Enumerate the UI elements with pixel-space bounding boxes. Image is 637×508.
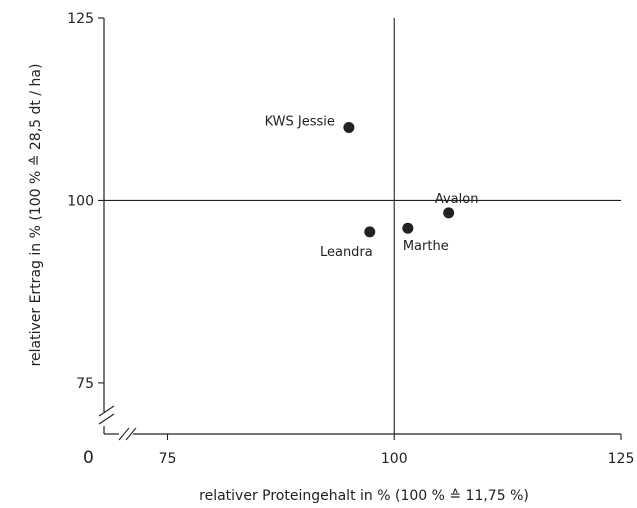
x-tick-label: 100 bbox=[381, 451, 408, 467]
data-point bbox=[343, 121, 355, 133]
origin-label: 0 bbox=[83, 448, 94, 468]
x-axis-title: relativer Proteingehalt in % (100 % ≙ 11… bbox=[199, 488, 529, 504]
x-tick-label: 125 bbox=[608, 451, 635, 467]
point-label: Avalon bbox=[435, 192, 479, 207]
y-axis-title: relativer Ertrag in % (100 % ≙ 28,5 dt /… bbox=[28, 64, 44, 367]
x-axis-break-mark bbox=[125, 427, 137, 441]
point-labels: KWS Jessie Avalon Marthe Leandra bbox=[265, 114, 479, 259]
y-tick-label: 75 bbox=[76, 376, 94, 392]
point-label: Marthe bbox=[403, 239, 449, 254]
y-tick-label: 125 bbox=[67, 11, 94, 27]
y-axis-break-mark bbox=[98, 405, 115, 417]
reference-lines bbox=[104, 18, 621, 434]
data-point bbox=[364, 226, 376, 238]
tick-marks: 75 100 125 75 100 125 bbox=[67, 11, 634, 467]
point-label: Leandra bbox=[320, 245, 373, 260]
data-point bbox=[443, 207, 455, 219]
axes bbox=[98, 18, 621, 441]
x-axis-break-mark bbox=[118, 427, 130, 441]
x-tick-label: 75 bbox=[159, 451, 177, 467]
y-tick-label: 100 bbox=[67, 193, 94, 209]
data-point bbox=[402, 222, 414, 234]
data-points bbox=[343, 121, 455, 238]
y-axis-break-mark bbox=[98, 413, 115, 425]
point-label: KWS Jessie bbox=[265, 114, 335, 129]
